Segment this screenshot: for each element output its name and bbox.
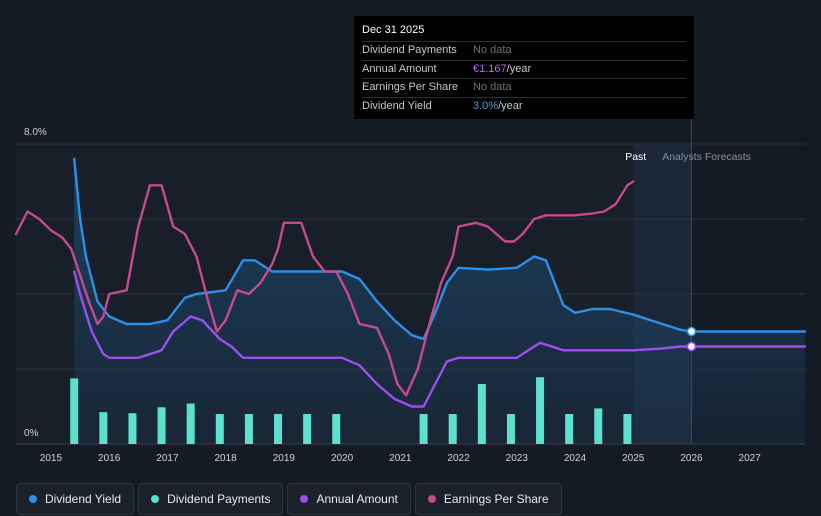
dividend-payment-bar — [332, 414, 341, 444]
dividend-payment-bar — [128, 413, 137, 444]
x-tick-label: 2020 — [331, 453, 354, 464]
x-tick-label: 2016 — [98, 453, 121, 464]
past-label: Past — [625, 151, 646, 163]
tooltip-value: No data — [473, 44, 512, 56]
dividend-payment-bar — [274, 414, 283, 444]
tooltip-label: Annual Amount — [362, 62, 437, 75]
dividend-payment-bar — [99, 412, 108, 444]
y-axis-min-label: 0% — [24, 428, 39, 439]
x-tick-label: 2024 — [564, 453, 587, 464]
tooltip-date: Dec 31 2025 — [362, 24, 425, 36]
dividend-yield-area — [74, 159, 805, 444]
dividend-yield-line — [73, 157, 807, 341]
legend-dot-icon — [427, 495, 436, 503]
dividend-payment-bar — [477, 384, 486, 444]
annual-amount-line — [73, 270, 807, 408]
x-tick-label: 2017 — [156, 453, 179, 464]
tooltip-row-earnings-per-share: Earnings Per Share No data — [362, 78, 686, 97]
dividend-payment-bar — [244, 414, 253, 444]
tooltip-label: Earnings Per Share — [362, 81, 458, 93]
legend-dividend-yield[interactable]: Dividend Yield — [16, 483, 135, 515]
x-tick-label: 2026 — [680, 453, 703, 464]
tooltip-value: 3.0% — [473, 99, 499, 112]
y-axis-max-label: 8.0% — [24, 127, 47, 138]
x-tick-label: 2021 — [389, 453, 412, 464]
dividend-payment-bar — [419, 414, 428, 444]
legend-dot-icon — [300, 495, 309, 503]
tooltip-label: Dividend Payments — [362, 44, 457, 56]
chart-legend: Dividend Yield Dividend Payments Annual … — [16, 483, 562, 515]
tooltip-unit: /year — [506, 62, 532, 75]
dividend-payment-bar — [303, 414, 312, 444]
legend-label: Dividend Payments — [167, 492, 271, 506]
legend-dot-icon — [29, 495, 37, 503]
x-tick-label: 2019 — [273, 453, 296, 464]
legend-annual-amount[interactable]: Annual Amount — [287, 483, 411, 515]
tooltip-value: €1.167 — [473, 62, 507, 75]
x-tick-label: 2023 — [506, 453, 529, 464]
tooltip-label: Dividend Yield — [362, 99, 432, 112]
dividend-payment-bar — [565, 414, 574, 444]
annual-amount-marker — [686, 341, 697, 352]
dividend-payment-bar — [623, 414, 632, 444]
tooltip-row-dividend-yield: Dividend Yield 3.0%/year — [362, 96, 686, 116]
x-tick-label: 2022 — [447, 453, 470, 464]
dividend-payment-bar — [215, 414, 224, 444]
earnings-per-share-line — [14, 180, 635, 397]
x-tick-label: 2018 — [214, 453, 237, 464]
tooltip-row-annual-amount: Annual Amount €1.167/year — [362, 59, 686, 79]
dividend-yield-marker — [686, 326, 697, 337]
dividend-payment-bar — [157, 407, 166, 444]
legend-earnings-per-share[interactable]: Earnings Per Share — [414, 483, 562, 515]
dividend-payment-bar — [448, 414, 457, 444]
tooltip-row-dividend-payments: Dividend Payments No data — [362, 41, 686, 60]
chart-tooltip: Dec 31 2025 Dividend Payments No data An… — [354, 16, 694, 119]
x-tick-label: 2027 — [739, 453, 762, 464]
tooltip-value: No data — [473, 81, 512, 93]
dividend-payment-bar — [506, 414, 515, 444]
legend-label: Annual Amount — [316, 492, 398, 506]
dividend-payment-bar — [536, 377, 545, 444]
dividend-payment-bar — [594, 408, 603, 444]
legend-dividend-payments[interactable]: Dividend Payments — [138, 483, 284, 515]
x-tick-label: 2015 — [40, 453, 63, 464]
legend-dot-icon — [151, 495, 160, 503]
legend-label: Earnings Per Share — [443, 492, 549, 506]
x-tick-label: 2025 — [622, 453, 645, 464]
forecast-label: Analysts Forecasts — [662, 151, 751, 163]
tooltip-unit: /year — [498, 99, 523, 112]
dividend-payment-bar — [186, 403, 195, 444]
legend-label: Dividend Yield — [45, 492, 122, 506]
dividend-payment-bar — [70, 378, 79, 444]
